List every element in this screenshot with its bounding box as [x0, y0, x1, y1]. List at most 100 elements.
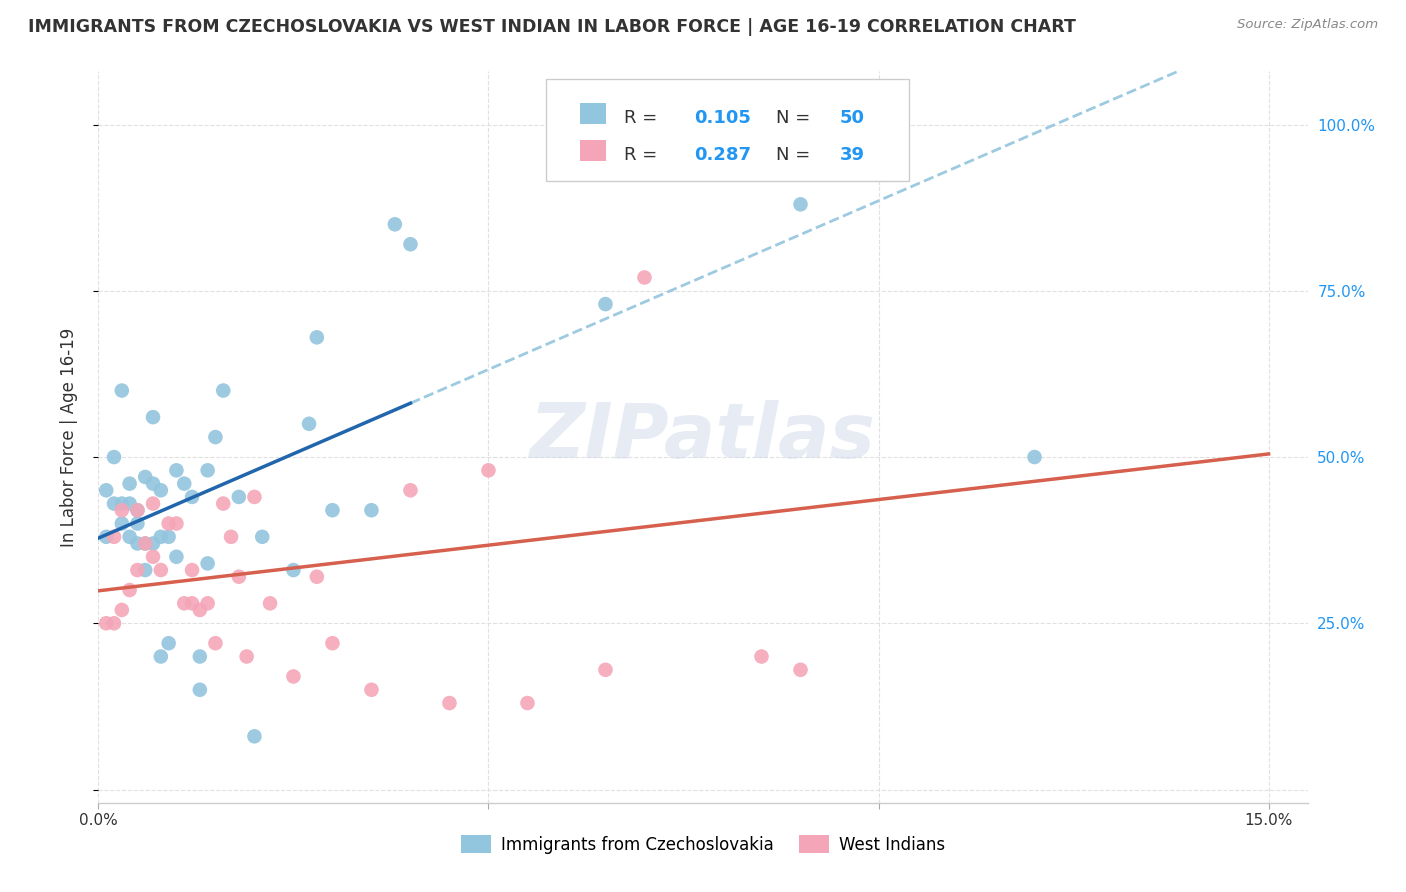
Point	[555, 118, 578, 132]
Point	[142, 410, 165, 425]
Text: 0.287: 0.287	[695, 145, 752, 164]
Point	[157, 636, 180, 650]
Point	[219, 530, 242, 544]
Point	[789, 197, 811, 211]
Point	[103, 530, 125, 544]
Point	[96, 616, 118, 631]
Text: IMMIGRANTS FROM CZECHOSLOVAKIA VS WEST INDIAN IN LABOR FORCE | AGE 16-19 CORRELA: IMMIGRANTS FROM CZECHOSLOVAKIA VS WEST I…	[28, 18, 1076, 36]
Point	[118, 476, 141, 491]
Text: N =: N =	[776, 109, 815, 128]
Point	[127, 503, 149, 517]
Point	[134, 563, 156, 577]
Point	[181, 596, 204, 610]
Point	[96, 483, 118, 498]
Point	[127, 563, 149, 577]
FancyBboxPatch shape	[546, 78, 908, 181]
Point	[1024, 450, 1046, 464]
Point	[828, 118, 851, 132]
FancyBboxPatch shape	[579, 103, 606, 124]
Point	[197, 596, 219, 610]
Point	[142, 536, 165, 550]
Point	[103, 616, 125, 631]
Point	[259, 596, 281, 610]
Point	[298, 417, 321, 431]
Point	[142, 476, 165, 491]
Point	[243, 729, 266, 743]
Point	[212, 497, 235, 511]
Point	[181, 490, 204, 504]
Point	[204, 636, 226, 650]
Point	[188, 682, 211, 697]
Point	[134, 470, 156, 484]
Point	[399, 237, 422, 252]
Point	[188, 649, 211, 664]
Point	[173, 476, 195, 491]
Text: R =: R =	[624, 145, 664, 164]
Point	[127, 516, 149, 531]
Point	[103, 497, 125, 511]
Point	[127, 536, 149, 550]
Text: 0.105: 0.105	[695, 109, 751, 128]
Point	[111, 497, 134, 511]
Legend: Immigrants from Czechoslovakia, West Indians: Immigrants from Czechoslovakia, West Ind…	[454, 829, 952, 860]
Point	[789, 663, 811, 677]
Point	[149, 563, 172, 577]
Point	[228, 490, 250, 504]
Point	[595, 663, 617, 677]
Point	[399, 483, 422, 498]
Point	[142, 497, 165, 511]
Point	[321, 636, 343, 650]
Y-axis label: In Labor Force | Age 16-19: In Labor Force | Age 16-19	[59, 327, 77, 547]
Point	[111, 384, 134, 398]
Point	[149, 530, 172, 544]
Point	[157, 530, 180, 544]
Point	[149, 483, 172, 498]
Point	[165, 516, 187, 531]
Point	[173, 596, 195, 610]
Point	[204, 430, 226, 444]
Point	[118, 582, 141, 597]
Point	[439, 696, 461, 710]
Point	[165, 463, 187, 477]
Point	[96, 530, 118, 544]
Point	[283, 563, 305, 577]
FancyBboxPatch shape	[579, 140, 606, 161]
Point	[134, 536, 156, 550]
Point	[197, 557, 219, 571]
Point	[305, 570, 328, 584]
Point	[252, 530, 274, 544]
Point	[111, 503, 134, 517]
Point	[212, 384, 235, 398]
Point	[118, 530, 141, 544]
Text: ZIPatlas: ZIPatlas	[530, 401, 876, 474]
Point	[305, 330, 328, 344]
Point	[360, 503, 382, 517]
Point	[181, 563, 204, 577]
Point	[127, 503, 149, 517]
Point	[197, 463, 219, 477]
Point	[360, 682, 382, 697]
Point	[384, 217, 406, 231]
Point	[149, 649, 172, 664]
Point	[595, 118, 617, 132]
Point	[228, 570, 250, 584]
Text: 50: 50	[839, 109, 865, 128]
Point	[477, 463, 499, 477]
Point	[321, 503, 343, 517]
Point	[188, 603, 211, 617]
Point	[516, 696, 538, 710]
Text: N =: N =	[776, 145, 815, 164]
Point	[142, 549, 165, 564]
Point	[595, 297, 617, 311]
Point	[751, 649, 773, 664]
Text: Source: ZipAtlas.com: Source: ZipAtlas.com	[1237, 18, 1378, 31]
Text: 39: 39	[839, 145, 865, 164]
Point	[235, 649, 257, 664]
Point	[283, 669, 305, 683]
Point	[134, 536, 156, 550]
Point	[111, 603, 134, 617]
Point	[633, 270, 655, 285]
Point	[118, 497, 141, 511]
Point	[165, 549, 187, 564]
Point	[111, 516, 134, 531]
